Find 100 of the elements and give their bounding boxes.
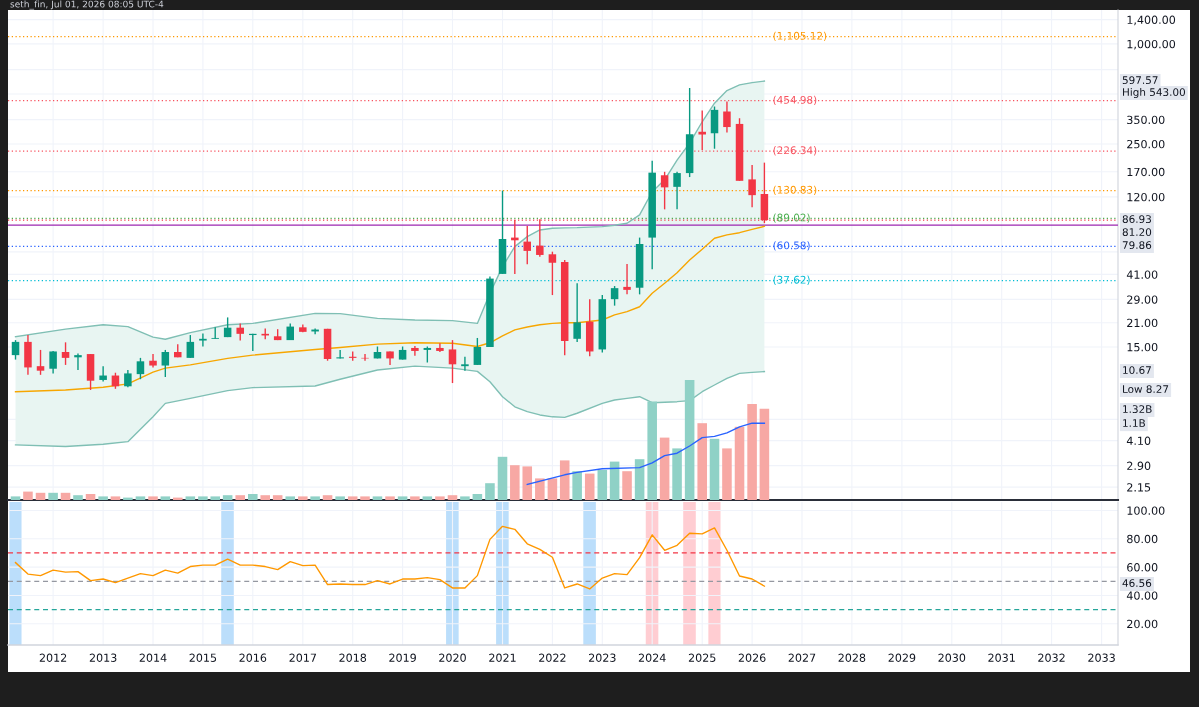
y-tick-label: 80.00 <box>1127 534 1158 544</box>
bar <box>310 496 320 500</box>
bar <box>248 494 258 500</box>
x-tick-label: 2028 <box>838 653 866 662</box>
bar <box>222 495 233 500</box>
y-tick-label: 2.15 <box>1127 483 1151 492</box>
candlestick <box>673 171 681 211</box>
x-tick-label: 2016 <box>239 653 267 662</box>
x-tick-label: 2026 <box>738 653 766 662</box>
x-tick-label: 2020 <box>439 653 466 662</box>
bar <box>609 461 620 500</box>
candlestick <box>336 349 344 360</box>
text: 597.57 <box>1122 76 1158 85</box>
ref-line-label: (60.58) <box>773 241 810 251</box>
ref-line-label: (1,105.12) <box>773 31 827 41</box>
bar <box>410 496 420 500</box>
bar <box>535 478 545 500</box>
bar <box>272 495 283 500</box>
y-tick-label: 1,400.00 <box>1127 15 1176 26</box>
bar <box>160 496 171 500</box>
candlestick <box>36 349 45 376</box>
candlestick <box>199 332 207 348</box>
bar <box>622 471 632 500</box>
candlestick <box>748 164 756 208</box>
text: 79.86 <box>1122 241 1152 250</box>
y-tick-label: 100.00 <box>1127 506 1165 515</box>
bar <box>298 496 308 500</box>
bar <box>235 495 246 500</box>
y-tick-label: 1,000.00 <box>1127 39 1176 50</box>
x-tick-label: 2031 <box>988 653 1015 662</box>
x-tick-label: 2015 <box>189 653 217 662</box>
text: 46.56 <box>1122 579 1152 588</box>
candlestick <box>473 337 482 366</box>
line-series <box>14 80 766 340</box>
bar <box>10 496 21 500</box>
bar <box>397 496 408 500</box>
bar <box>584 473 595 500</box>
y-tick-label: 29.00 <box>1127 295 1158 304</box>
x-tick-label: 2033 <box>1088 653 1115 662</box>
line-series <box>14 525 766 590</box>
bar <box>35 492 46 500</box>
x-tick-label: 2024 <box>638 653 666 662</box>
bar <box>198 496 208 500</box>
candlestick <box>61 341 70 366</box>
x-tick-label: 2029 <box>888 653 916 662</box>
ref-line-label: (89.02) <box>773 213 810 223</box>
bar <box>460 496 470 500</box>
text: 10.67 <box>1123 366 1151 375</box>
bar <box>659 437 670 500</box>
y-tick-label: 170.00 <box>1127 167 1165 177</box>
bar <box>422 496 433 500</box>
x-tick-label: 2030 <box>938 653 966 662</box>
y-tick-label: 20.00 <box>1127 619 1158 629</box>
bar <box>347 496 358 500</box>
x-tick-label: 2014 <box>139 653 167 662</box>
x-tick-label: 2021 <box>489 653 516 662</box>
candlestick <box>723 100 731 134</box>
y-tick-label: 60.00 <box>1127 563 1158 572</box>
y-tick-label: 120.00 <box>1127 192 1165 202</box>
bar <box>485 483 495 500</box>
text: 81.20 <box>1122 228 1152 237</box>
x-tick-label: 2032 <box>1038 653 1065 662</box>
text: 86.93 <box>1122 215 1151 224</box>
bar <box>360 496 370 500</box>
candlestick <box>461 356 469 372</box>
text: 1.32B <box>1123 405 1152 414</box>
bar <box>672 448 682 500</box>
candlestick <box>710 105 719 150</box>
bar <box>335 496 345 500</box>
bar <box>572 471 582 500</box>
y-tick-label: 350.00 <box>1127 115 1165 125</box>
x-tick-label: 2017 <box>289 653 317 662</box>
line-series <box>14 225 766 393</box>
candlestick <box>698 109 706 151</box>
bar <box>98 496 108 500</box>
text: seth_fin, Jul 01, 2026 08:05 UTC-4 <box>10 0 164 10</box>
x-tick-label: 2018 <box>339 653 367 662</box>
x-tick-label: 2019 <box>389 653 416 662</box>
x-tick-label: 2013 <box>89 653 117 662</box>
text: Low 8.27 <box>1123 385 1169 394</box>
candlestick <box>411 345 419 357</box>
y-tick-label: 2.90 <box>1127 461 1151 470</box>
bar <box>185 496 196 500</box>
ref-line-label: (226.34) <box>773 146 817 156</box>
bar <box>559 460 570 500</box>
line-series <box>14 365 766 448</box>
text: High 543.00 <box>1123 87 1186 99</box>
bar <box>385 496 395 500</box>
bar <box>135 496 146 500</box>
bar <box>497 456 508 500</box>
candlestick <box>660 171 669 211</box>
candlestick <box>548 250 557 296</box>
candlestick <box>448 339 457 384</box>
bar <box>372 496 383 500</box>
candlestick <box>136 357 145 380</box>
candlestick <box>161 349 170 378</box>
bar <box>110 496 121 500</box>
x-tick-label: 2025 <box>688 653 716 662</box>
candlestick <box>623 263 631 296</box>
bar <box>48 492 58 500</box>
